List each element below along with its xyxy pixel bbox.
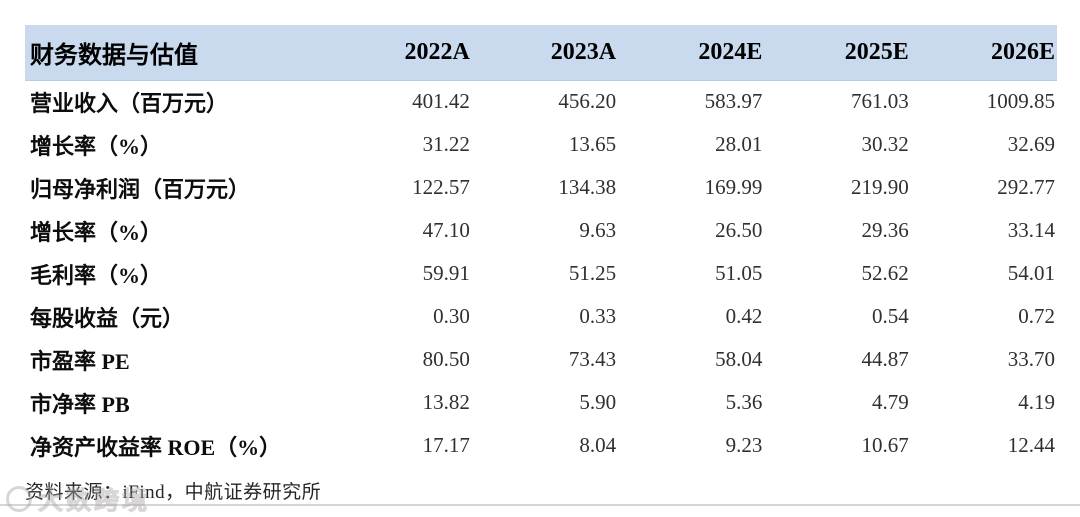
cell-value: 13.65 bbox=[568, 132, 617, 156]
cell-value: 761.03 bbox=[850, 89, 909, 114]
table-row-roe: 净资产收益率 ROE（%） 17.17 8.04 9.23 10.67 12.4… bbox=[25, 424, 1057, 467]
row-label: 增长率（%） bbox=[30, 219, 163, 245]
cell-value: 401.42 bbox=[412, 89, 470, 114]
column-header-2026e: 2026E bbox=[910, 25, 1057, 81]
table-row-revenue: 营业收入（百万元） 401.42 456.20 583.97 761.03 10… bbox=[25, 80, 1057, 123]
cell-value: 58.04 bbox=[715, 347, 763, 371]
row-label: 每股收益（元） bbox=[30, 305, 185, 331]
row-label: 市盈率 PE bbox=[30, 348, 130, 374]
cell-value: 0.54 bbox=[871, 304, 909, 328]
cell-value: 13.82 bbox=[422, 390, 470, 414]
cell-value: 8.04 bbox=[579, 433, 617, 457]
cell-value: 0.42 bbox=[725, 304, 763, 328]
table-row-gross-margin: 毛利率（%） 59.91 51.25 51.05 52.62 54.01 bbox=[25, 252, 1057, 295]
cell-value: 73.43 bbox=[568, 347, 617, 371]
cell-value: 29.36 bbox=[861, 218, 909, 242]
cell-value: 54.01 bbox=[1007, 261, 1055, 285]
cell-value: 583.97 bbox=[704, 89, 763, 114]
cell-value: 44.87 bbox=[861, 347, 909, 371]
cell-value: 52.62 bbox=[861, 261, 909, 285]
row-label: 净资产收益率 ROE（%） bbox=[30, 434, 282, 460]
cell-value: 5.90 bbox=[579, 390, 617, 414]
cell-value: 5.36 bbox=[725, 390, 763, 414]
table-row-profit-growth: 增长率（%） 47.10 9.63 26.50 29.36 33.14 bbox=[25, 209, 1057, 252]
table-row-net-profit: 归母净利润（百万元） 122.57 134.38 169.99 219.90 2… bbox=[25, 166, 1057, 209]
cell-value: 47.10 bbox=[422, 218, 470, 242]
row-label: 市净率 PB bbox=[30, 391, 130, 417]
cell-value: 28.01 bbox=[715, 132, 763, 156]
bottom-divider bbox=[0, 504, 1080, 506]
financial-valuation-table: 财务数据与估值 2022A 2023A 2024E 2025E 2026E 营业… bbox=[25, 25, 1057, 467]
column-header-2025e: 2025E bbox=[764, 25, 911, 81]
cell-value: 30.32 bbox=[861, 132, 909, 156]
cell-value: 10.67 bbox=[861, 433, 909, 457]
table-header-row: 财务数据与估值 2022A 2023A 2024E 2025E 2026E bbox=[25, 25, 1057, 81]
row-label: 毛利率（%） bbox=[30, 262, 163, 288]
cell-value: 51.05 bbox=[715, 261, 763, 285]
cell-value: 9.23 bbox=[725, 433, 763, 457]
table-row-revenue-growth: 增长率（%） 31.22 13.65 28.01 30.32 32.69 bbox=[25, 123, 1057, 166]
cell-value: 0.33 bbox=[579, 304, 617, 328]
column-header-2022a: 2022A bbox=[325, 25, 472, 81]
cell-value: 17.17 bbox=[422, 433, 470, 457]
cell-value: 169.99 bbox=[704, 175, 763, 199]
cell-value: 9.63 bbox=[579, 218, 617, 242]
table-title: 财务数据与估值 bbox=[25, 25, 326, 81]
cell-value: 80.50 bbox=[422, 347, 470, 371]
cell-value: 1009.85 bbox=[986, 89, 1055, 114]
cell-value: 51.25 bbox=[568, 261, 617, 285]
cell-value: 59.91 bbox=[422, 261, 470, 285]
column-header-2023a: 2023A bbox=[471, 25, 619, 81]
table-row-eps: 每股收益（元） 0.30 0.33 0.42 0.54 0.72 bbox=[25, 295, 1057, 338]
cell-value: 32.69 bbox=[1007, 132, 1055, 156]
cell-value: 134.38 bbox=[558, 175, 617, 199]
cell-value: 456.20 bbox=[558, 89, 617, 114]
data-source-note: 资料来源：iFind，中航证券研究所 bbox=[25, 482, 322, 503]
row-label: 营业收入（百万元） bbox=[30, 90, 229, 116]
cell-value: 33.70 bbox=[1007, 347, 1055, 371]
row-label: 增长率（%） bbox=[30, 133, 163, 159]
cell-value: 0.30 bbox=[433, 304, 470, 328]
table-row-pe: 市盈率 PE 80.50 73.43 58.04 44.87 33.70 bbox=[25, 338, 1057, 381]
cell-value: 4.19 bbox=[1018, 390, 1055, 414]
cell-value: 12.44 bbox=[1007, 433, 1055, 457]
column-header-2024e: 2024E bbox=[618, 25, 765, 81]
cell-value: 4.79 bbox=[871, 390, 909, 414]
cell-value: 219.90 bbox=[850, 175, 909, 199]
cell-value: 0.72 bbox=[1018, 304, 1055, 328]
cell-value: 26.50 bbox=[715, 218, 763, 242]
row-label: 归母净利润（百万元） bbox=[30, 176, 251, 202]
cell-value: 33.14 bbox=[1007, 218, 1055, 242]
cell-value: 31.22 bbox=[422, 132, 470, 156]
table-row-pb: 市净率 PB 13.82 5.90 5.36 4.79 4.19 bbox=[25, 381, 1057, 424]
cell-value: 122.57 bbox=[412, 175, 470, 199]
cell-value: 292.77 bbox=[997, 175, 1055, 199]
